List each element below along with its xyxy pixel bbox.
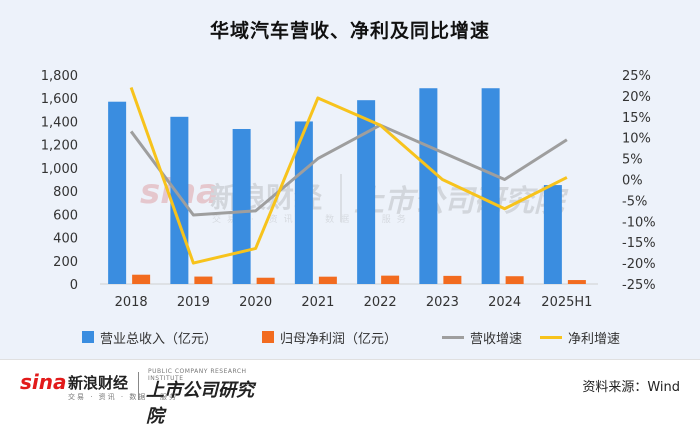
bar-revenue xyxy=(108,101,127,284)
line-revenue-growth xyxy=(129,123,568,217)
x-axis-tick-label: 2020 xyxy=(239,295,272,310)
chart-title: 华域汽车营收、净利及同比增速 xyxy=(209,20,490,42)
legend-label-profit: 归母净利润（亿元） xyxy=(280,331,398,347)
left-axis-tick-label: 1,600 xyxy=(41,92,78,107)
footer-logo: sina 新浪财经 交易 · 资讯 · 数据 · 服务 PUBLIC COMPA… xyxy=(20,368,260,427)
legend-item-revenue: 营业总收入（亿元） xyxy=(82,326,217,348)
right-axis-tick-label: 10% xyxy=(622,132,651,147)
logo-separator xyxy=(138,372,139,400)
bar-profit xyxy=(567,280,586,284)
x-axis-tick-label: 2023 xyxy=(426,295,459,310)
left-axis-tick-label: 1,000 xyxy=(41,162,78,177)
right-axis-tick-label: -5% xyxy=(622,194,647,209)
bar-revenue xyxy=(232,128,251,284)
bar-profit xyxy=(443,275,462,284)
sina-logo: sina xyxy=(20,370,67,394)
right-axis-tick-label: 15% xyxy=(622,111,651,126)
legend-label-revenue-growth: 营收增速 xyxy=(470,331,523,347)
prc-logo-en: PUBLIC COMPANY RESEARCH INSTITUTE xyxy=(148,368,247,382)
bar-profit xyxy=(505,276,524,284)
left-axis-tick-label: 400 xyxy=(53,232,78,247)
left-axis-tick-label: 1,800 xyxy=(41,69,78,84)
sina-logo-cn: 新浪财经 xyxy=(68,374,129,392)
right-axis-tick-label: 25% xyxy=(622,69,651,84)
legend-label-profit-growth: 净利增速 xyxy=(568,331,621,347)
x-axis-tick-label: 2025H1 xyxy=(541,295,592,310)
right-axis-tick-label: -20% xyxy=(622,257,656,272)
left-axis-tick-label: 1,400 xyxy=(41,115,78,130)
prc-logo-cn: 上市公司研究院 xyxy=(146,380,254,427)
left-axis-tick-label: 600 xyxy=(53,208,78,223)
legend-swatch-profit xyxy=(262,331,274,343)
legend-item-profit-growth: 净利增速 xyxy=(540,326,620,348)
bar-profit xyxy=(132,274,151,284)
right-axis-tick-label: -25% xyxy=(622,278,656,293)
bar-profit xyxy=(381,275,400,284)
left-axis-tick-label: 0 xyxy=(70,278,78,293)
bar-profit xyxy=(318,276,337,284)
x-axis-tick-label: 2022 xyxy=(364,295,397,310)
x-axis-tick-label: 2019 xyxy=(177,295,210,310)
footer-divider xyxy=(0,359,700,360)
bar-revenue xyxy=(294,121,313,284)
left-axis-tick-label: 200 xyxy=(53,255,78,270)
legend-swatch-revenue xyxy=(82,331,94,343)
chart-svg: 0 200 400 600 800 1,000 1,200 1,400 1,600 1,800 -2… xyxy=(41,69,656,310)
bar-revenue xyxy=(481,88,500,284)
right-axis-tick-label: 5% xyxy=(622,153,643,168)
bar-revenue xyxy=(170,116,189,284)
bar-profit xyxy=(194,276,213,284)
legend-swatch-profit-growth xyxy=(540,335,562,339)
right-axis-tick-label: -10% xyxy=(622,215,656,230)
bar-profit xyxy=(256,277,275,284)
left-axis-tick-label: 800 xyxy=(53,185,78,200)
sina-logo-sub: 交易 · 资讯 · 数据 · 服务 xyxy=(68,393,179,401)
legend-label-revenue: 营业总收入（亿元） xyxy=(100,331,218,347)
legend-item-profit: 归母净利润（亿元） xyxy=(262,326,397,348)
legend-item-revenue-growth: 营收增速 xyxy=(442,326,522,348)
source-note: 资料来源：Wind xyxy=(582,380,680,395)
bar-revenue xyxy=(357,100,376,285)
left-axis-tick-label: 1,200 xyxy=(41,139,78,154)
right-axis-tick-label: 0% xyxy=(622,174,643,189)
right-axis-tick-label: -15% xyxy=(622,236,656,251)
bar-revenue xyxy=(543,185,562,284)
x-axis-tick-label: 2018 xyxy=(115,295,148,310)
line-profit-growth xyxy=(129,87,568,265)
right-axis-tick-label: 20% xyxy=(622,90,651,105)
bar-revenue xyxy=(419,88,438,284)
x-axis-tick-label: 2021 xyxy=(301,295,334,310)
legend-swatch-revenue-growth xyxy=(442,335,464,339)
x-axis-tick-label: 2024 xyxy=(488,295,521,310)
legend: 营业总收入（亿元） 归母净利润（亿元） 营收增速 净利增速 xyxy=(0,326,700,348)
